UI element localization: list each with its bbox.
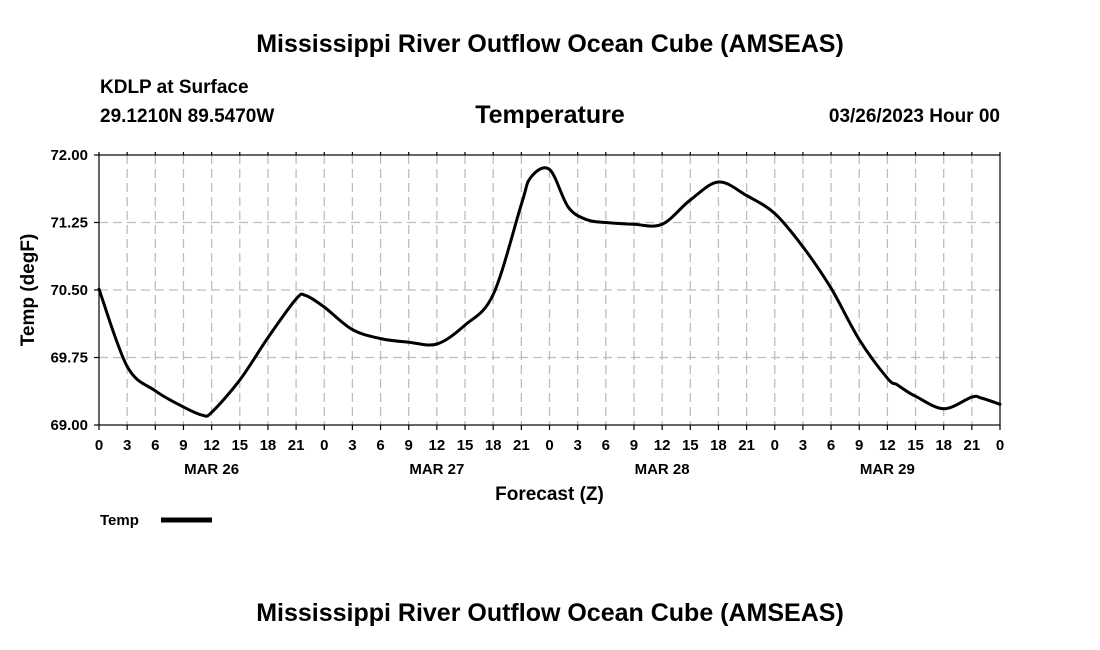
x-day-label: MAR 26 — [184, 461, 239, 478]
x-tick-label: 18 — [260, 437, 277, 454]
x-tick-label: 18 — [935, 437, 952, 454]
x-tick-label: 9 — [630, 437, 638, 454]
x-tick-label: 9 — [179, 437, 187, 454]
x-tick-label: 21 — [964, 437, 981, 454]
x-tick-label: 0 — [320, 437, 328, 454]
x-tick-label: 21 — [738, 437, 755, 454]
x-tick-label: 15 — [682, 437, 699, 454]
parameter-title: Temperature — [475, 101, 625, 129]
x-axis-title: Forecast (Z) — [495, 484, 604, 505]
footer-title: Mississippi River Outflow Ocean Cube (AM… — [256, 599, 844, 627]
x-tick-label: 0 — [545, 437, 553, 454]
x-tick-label: 21 — [513, 437, 530, 454]
y-tick-label: 72.00 — [50, 147, 88, 164]
x-day-label: MAR 29 — [860, 461, 915, 478]
x-tick-label: 6 — [827, 437, 835, 454]
x-tick-label: 9 — [855, 437, 863, 454]
x-tick-label: 9 — [405, 437, 413, 454]
legend: Temp — [100, 512, 212, 529]
x-tick-label: 15 — [907, 437, 924, 454]
y-tick-label: 70.50 — [50, 282, 88, 299]
x-tick-label: 0 — [95, 437, 103, 454]
x-tick-label: 18 — [485, 437, 502, 454]
x-tick-label: 0 — [771, 437, 779, 454]
y-tick-label: 69.00 — [50, 417, 88, 434]
x-tick-label: 15 — [231, 437, 248, 454]
page-title: Mississippi River Outflow Ocean Cube (AM… — [256, 30, 844, 58]
station-label: KDLP at Surface — [100, 77, 249, 98]
x-tick-label: 12 — [429, 437, 446, 454]
y-axis-title: Temp (degF) — [18, 234, 39, 347]
x-tick-label: 3 — [123, 437, 131, 454]
x-tick-label: 12 — [203, 437, 220, 454]
x-tick-label: 15 — [457, 437, 474, 454]
x-tick-label: 12 — [879, 437, 896, 454]
x-tick-label: 3 — [348, 437, 356, 454]
x-tick-label: 18 — [710, 437, 727, 454]
x-tick-label: 6 — [151, 437, 159, 454]
x-day-label: MAR 28 — [635, 461, 690, 478]
y-tick-label: 71.25 — [50, 215, 88, 232]
x-tick-label: 6 — [376, 437, 384, 454]
x-tick-label: 3 — [799, 437, 807, 454]
x-tick-label: 6 — [602, 437, 610, 454]
x-tick-label: 21 — [288, 437, 305, 454]
series-line-temp — [97, 166, 1002, 418]
coordinates-label: 29.1210N 89.5470W — [100, 106, 275, 127]
legend-label-temp: Temp — [100, 512, 139, 529]
x-tick-label: 3 — [573, 437, 581, 454]
x-day-label: MAR 27 — [409, 461, 464, 478]
y-tick-label: 69.75 — [50, 350, 88, 367]
datetime-label: 03/26/2023 Hour 00 — [828, 106, 1000, 127]
x-tick-label: 12 — [654, 437, 671, 454]
x-tick-label: 0 — [996, 437, 1004, 454]
